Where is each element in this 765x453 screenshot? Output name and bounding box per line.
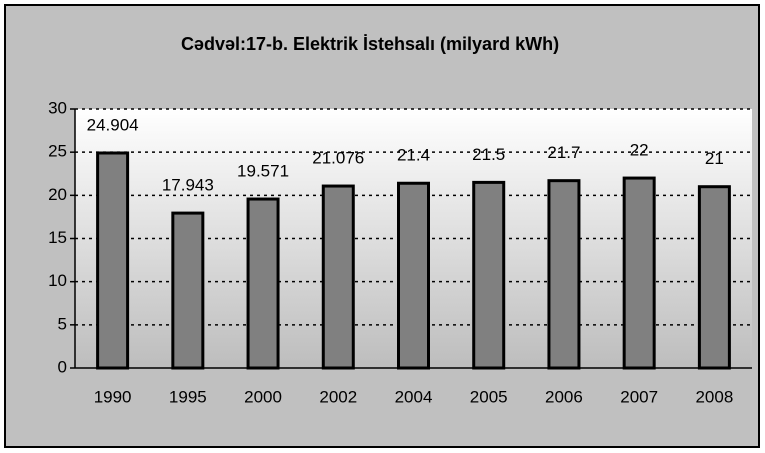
y-tick-label: 0 [58, 357, 67, 376]
data-label: 21 [705, 149, 724, 168]
y-tick-label: 15 [48, 228, 67, 247]
bar [547, 179, 581, 370]
x-tick-label: 1995 [169, 387, 207, 406]
x-tick-label: 1990 [94, 387, 132, 406]
y-tick-label: 30 [48, 98, 67, 117]
x-tick-label: 2007 [620, 387, 658, 406]
y-tick-label: 25 [48, 142, 67, 161]
data-label: 21.5 [472, 145, 505, 164]
bar [697, 185, 731, 370]
bar [171, 211, 205, 370]
data-label: 22 [630, 141, 649, 160]
y-tick-label: 10 [48, 271, 67, 290]
x-tick-label: 2008 [695, 387, 733, 406]
data-label: 24.904 [87, 115, 139, 134]
y-tick-label: 20 [48, 185, 67, 204]
x-tick-label: 2006 [545, 387, 583, 406]
data-label: 17.943 [162, 176, 214, 195]
bar [96, 151, 130, 370]
bar [321, 184, 355, 370]
y-tick-label: 5 [58, 314, 67, 333]
bar [246, 197, 280, 370]
x-tick-label: 2004 [395, 387, 433, 406]
x-tick-label: 2002 [319, 387, 357, 406]
x-tick-label: 2005 [470, 387, 508, 406]
bar [622, 176, 656, 370]
x-tick-label: 2000 [244, 387, 282, 406]
data-label: 21.4 [397, 146, 430, 165]
data-label: 21.7 [547, 143, 580, 162]
bar [397, 181, 430, 370]
chart-title: Cədvəl:17-b. Elektrik İstehsalı (milyard… [181, 34, 559, 54]
data-label: 21.076 [312, 149, 364, 168]
data-label: 19.571 [237, 162, 289, 181]
bar [472, 180, 506, 370]
